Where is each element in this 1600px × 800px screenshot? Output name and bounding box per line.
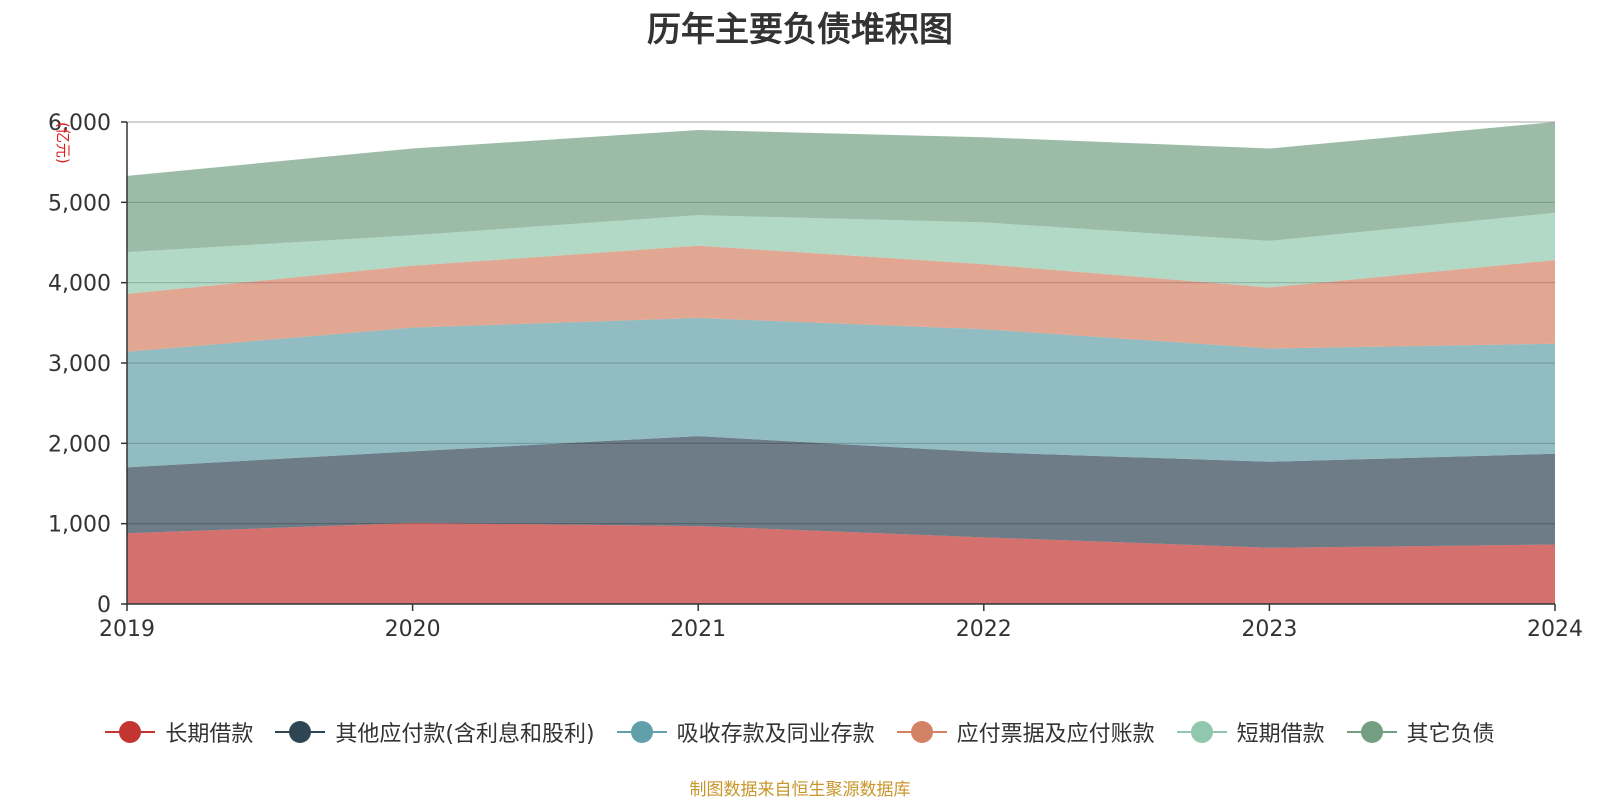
area-layer [127,121,1555,604]
x-tick-label: 2021 [670,617,726,642]
y-tick-label: 5,000 [48,191,111,216]
x-tick-label: 2020 [385,617,441,642]
source-note: 制图数据来自恒生聚源数据库 [689,780,911,800]
y-tick-label: 1,000 [48,513,111,538]
x-tick-label: 2024 [1527,617,1583,642]
legend-label: 长期借款 [165,722,254,747]
legend-item[interactable]: 其它负债 [1346,716,1495,748]
legend-label: 其他应付款(含利息和股利) [335,722,595,747]
legend-marker [896,720,947,744]
y-tick-label: 0 [97,593,111,618]
legend-marker [1346,720,1397,744]
legend-item[interactable]: 长期借款 [105,716,253,748]
area-series-6 [127,122,1555,253]
y-tick-label: 4,000 [48,272,111,297]
x-tick-label: 2023 [1241,617,1297,642]
area-series-4 [127,245,1555,352]
chart-title: 历年主要负债堆积图 [647,10,953,50]
area-series-1 [127,522,1555,604]
legend-label: 吸收存款及同业存款 [676,722,875,747]
legend-item[interactable]: 应付票据及应付账款 [896,716,1155,748]
y-tick-label: 6,000 [48,111,111,136]
y-axis-unit-label: (亿元) [54,122,72,164]
area-series-3 [127,318,1555,468]
legend-marker [275,720,326,744]
legend-item[interactable]: 短期借款 [1176,716,1325,748]
legend-marker [616,720,667,744]
legend-label: 其它负债 [1406,722,1495,747]
legend: 长期借款 其他应付款(含利息和股利) 吸收存款及同业存款 应付票据及应付账款 短期借款 其… [0,716,1600,748]
legend-marker [1176,720,1227,744]
y-tick-label: 3,000 [48,352,111,377]
legend-label: 短期借款 [1236,722,1325,747]
legend-marker [105,720,156,744]
x-tick-label: 2019 [99,617,155,642]
area-series-2 [127,436,1555,548]
legend-item[interactable]: 吸收存款及同业存款 [616,716,875,748]
legend-item[interactable]: 其他应付款(含利息和股利) [275,716,595,748]
x-tick-label: 2022 [956,617,1012,642]
axis-layer: 0 1,000 2,000 3,000 4,000 5,000 6,000 2019 2020 2… [48,111,1583,642]
legend-label: 应付票据及应付账款 [956,722,1155,747]
area-series-5 [127,212,1555,294]
y-tick-label: 2,000 [48,432,111,457]
